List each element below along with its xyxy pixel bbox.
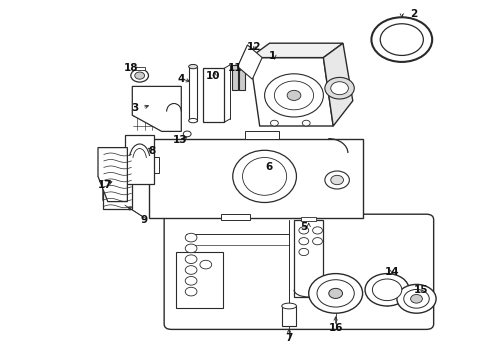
Circle shape bbox=[185, 255, 197, 264]
Circle shape bbox=[185, 233, 197, 242]
Circle shape bbox=[404, 289, 429, 308]
Bar bbox=[220, 214, 250, 220]
Bar bbox=[282, 306, 296, 326]
Bar bbox=[189, 67, 197, 121]
Polygon shape bbox=[125, 135, 154, 184]
Bar bbox=[301, 217, 316, 221]
Polygon shape bbox=[132, 86, 181, 131]
Ellipse shape bbox=[243, 158, 287, 195]
Circle shape bbox=[287, 90, 301, 100]
Circle shape bbox=[380, 24, 423, 55]
Polygon shape bbox=[245, 131, 279, 139]
Circle shape bbox=[331, 82, 348, 95]
Circle shape bbox=[299, 227, 309, 234]
Text: 3: 3 bbox=[131, 103, 138, 113]
Text: 7: 7 bbox=[285, 333, 293, 343]
Text: 10: 10 bbox=[206, 71, 220, 81]
Text: 9: 9 bbox=[141, 215, 148, 225]
Ellipse shape bbox=[282, 303, 296, 309]
Circle shape bbox=[325, 77, 354, 99]
Text: 8: 8 bbox=[148, 146, 155, 156]
Polygon shape bbox=[294, 220, 323, 297]
Circle shape bbox=[185, 266, 197, 274]
Circle shape bbox=[274, 81, 314, 110]
Polygon shape bbox=[323, 43, 353, 126]
Circle shape bbox=[299, 248, 309, 256]
Circle shape bbox=[135, 72, 145, 79]
Text: 15: 15 bbox=[414, 285, 429, 295]
Circle shape bbox=[309, 274, 363, 313]
Bar bbox=[176, 252, 223, 308]
Circle shape bbox=[313, 227, 322, 234]
Circle shape bbox=[185, 244, 197, 253]
Polygon shape bbox=[238, 45, 262, 79]
Polygon shape bbox=[232, 65, 238, 90]
Circle shape bbox=[131, 69, 148, 82]
Polygon shape bbox=[239, 65, 245, 90]
FancyBboxPatch shape bbox=[164, 214, 434, 329]
Ellipse shape bbox=[233, 150, 296, 202]
Text: 17: 17 bbox=[98, 180, 113, 190]
Circle shape bbox=[365, 274, 409, 306]
Circle shape bbox=[185, 276, 197, 285]
Circle shape bbox=[299, 238, 309, 245]
Circle shape bbox=[371, 17, 432, 62]
Polygon shape bbox=[149, 139, 363, 218]
Circle shape bbox=[302, 120, 310, 126]
Text: 6: 6 bbox=[265, 162, 272, 172]
Bar bbox=[135, 67, 145, 70]
Circle shape bbox=[317, 280, 354, 307]
Polygon shape bbox=[103, 148, 132, 209]
Polygon shape bbox=[250, 43, 343, 58]
Text: 1: 1 bbox=[269, 51, 275, 61]
Text: 5: 5 bbox=[300, 222, 307, 232]
Text: 14: 14 bbox=[385, 267, 399, 277]
Text: 18: 18 bbox=[124, 63, 139, 73]
Text: 12: 12 bbox=[246, 42, 261, 52]
Bar bbox=[203, 68, 224, 122]
Circle shape bbox=[372, 279, 402, 301]
Circle shape bbox=[270, 120, 278, 126]
Polygon shape bbox=[250, 58, 333, 126]
Text: 13: 13 bbox=[173, 135, 188, 145]
Polygon shape bbox=[98, 148, 127, 202]
Circle shape bbox=[331, 175, 343, 185]
Circle shape bbox=[200, 260, 212, 269]
Ellipse shape bbox=[189, 118, 197, 123]
Circle shape bbox=[313, 238, 322, 245]
Circle shape bbox=[329, 288, 343, 298]
Circle shape bbox=[411, 294, 422, 303]
Circle shape bbox=[265, 74, 323, 117]
Text: 4: 4 bbox=[177, 74, 185, 84]
Circle shape bbox=[397, 284, 436, 313]
Ellipse shape bbox=[189, 64, 197, 69]
Text: 16: 16 bbox=[328, 323, 343, 333]
Text: 2: 2 bbox=[411, 9, 417, 19]
Circle shape bbox=[185, 287, 197, 296]
Circle shape bbox=[183, 131, 191, 137]
Circle shape bbox=[325, 171, 349, 189]
Text: 11: 11 bbox=[228, 63, 243, 73]
Bar bbox=[149, 157, 159, 173]
